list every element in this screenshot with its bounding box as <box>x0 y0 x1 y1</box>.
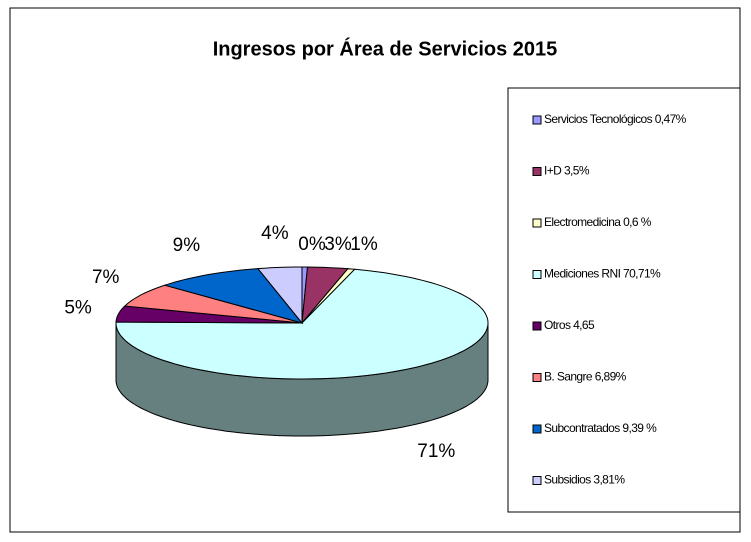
data-label: 5% <box>64 298 92 319</box>
data-label: 7% <box>92 267 120 288</box>
data-label: 3% <box>324 234 352 255</box>
data-label: 9% <box>173 235 201 256</box>
legend-label: Subcontratados 9,39 % <box>544 421 657 435</box>
data-label: 4% <box>261 223 289 244</box>
slice <box>115 268 489 380</box>
legend-label: B. Sangre 6,89% <box>544 370 627 384</box>
legend-label: Servicios Tecnológicos 0,47% <box>544 112 687 126</box>
legend-swatch <box>532 424 542 434</box>
legend-label: Electromedicina 0,6 % <box>544 215 652 229</box>
legend-swatch <box>532 270 542 279</box>
legend-label: Mediciones RNI 70,71% <box>544 267 661 281</box>
data-label: 71% <box>417 441 455 462</box>
slice <box>123 284 303 324</box>
legend-swatch <box>532 476 542 485</box>
legend-swatch <box>532 373 542 382</box>
legend-swatch <box>532 115 542 125</box>
legend-label: Subsidios 3,81% <box>544 473 625 487</box>
legend-swatch <box>532 218 542 228</box>
chart-title: Ingresos por Área de Servicios 2015 <box>213 37 558 60</box>
data-label: 1% <box>350 234 378 255</box>
legend-label: Otros 4,65 <box>544 318 595 332</box>
legend-label: I+D 3,5% <box>544 164 590 178</box>
data-label: 0% <box>298 234 326 255</box>
slice <box>163 268 304 324</box>
legend-box <box>507 87 741 513</box>
slice <box>256 266 303 325</box>
legend-swatch <box>532 167 542 176</box>
legend-swatch <box>532 321 542 331</box>
